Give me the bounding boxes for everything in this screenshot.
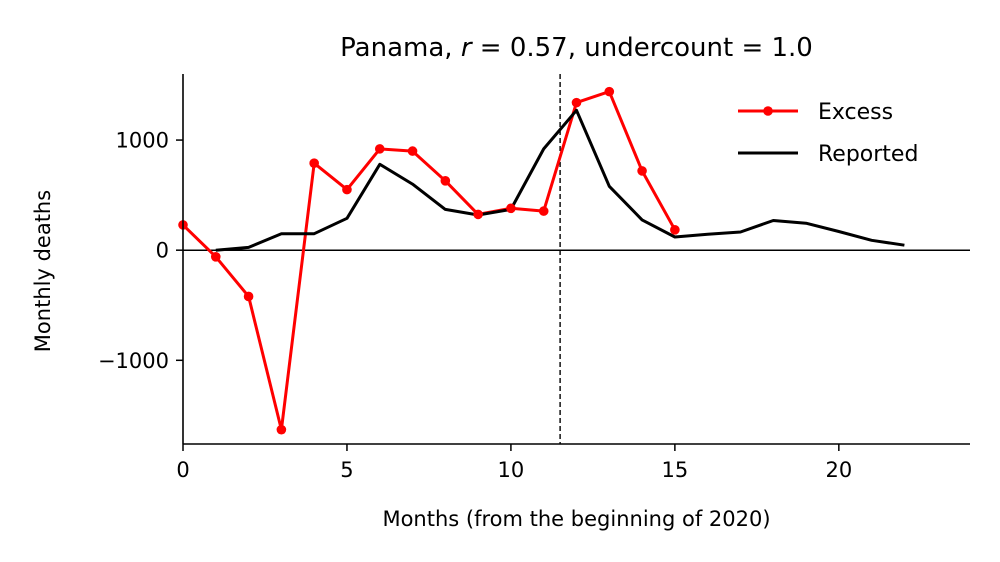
y-tick-label: −1000 — [98, 349, 169, 373]
y-tick-label: 0 — [156, 239, 169, 263]
data-point-excess — [604, 86, 615, 97]
data-point-excess — [538, 206, 549, 216]
series-line-reported — [215, 108, 905, 252]
series-line-excess — [181, 90, 677, 432]
data-point-excess — [571, 97, 582, 108]
x-tick-label: 0 — [176, 458, 189, 482]
x-axis-label: Months (from the beginning of 2020) — [382, 507, 770, 531]
legend-label-reported: Reported — [818, 142, 918, 167]
legend-label-excess: Excess — [818, 100, 893, 125]
legend-marker-excess — [763, 106, 773, 116]
x-tick-label: 20 — [825, 458, 852, 482]
data-point-excess — [637, 166, 647, 176]
y-axis-label: Monthly deaths — [31, 190, 55, 352]
data-point-excess — [440, 176, 451, 186]
x-tick-label: 15 — [662, 458, 689, 482]
data-point-excess — [276, 424, 287, 435]
x-tick-label: 10 — [498, 458, 525, 482]
data-point-excess — [670, 225, 680, 235]
x-tick-label: 5 — [340, 458, 353, 482]
data-point-excess — [309, 158, 319, 168]
chart-title: Panama, r = 0.57, undercount = 1.0 — [340, 33, 813, 63]
data-point-excess — [374, 144, 385, 154]
data-point-excess — [407, 146, 418, 156]
data-point-excess — [473, 209, 483, 220]
data-point-excess — [243, 291, 254, 302]
data-point-excess — [210, 251, 221, 262]
data-point-excess — [506, 203, 516, 214]
y-tick-label: 1000 — [116, 129, 169, 153]
data-point-excess — [342, 184, 352, 195]
